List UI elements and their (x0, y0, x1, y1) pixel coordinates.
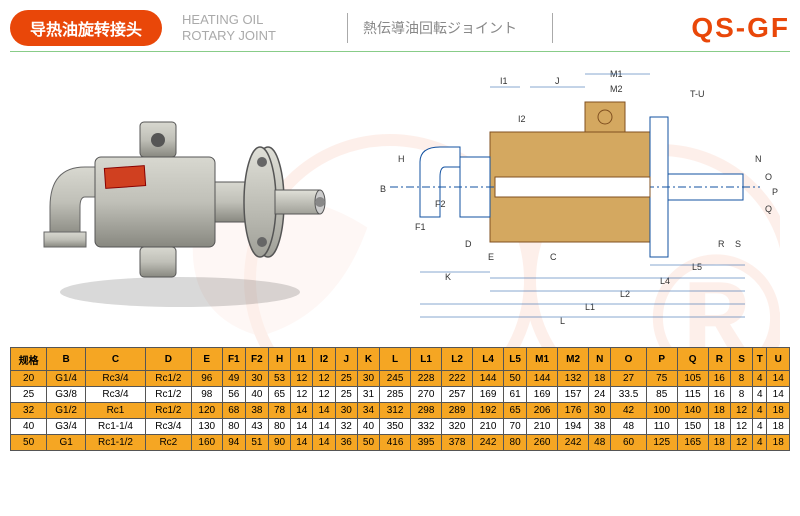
svg-text:D: D (465, 239, 472, 249)
table-row: 25G3/8Rc3/4Rc1/2985640651212253128527025… (11, 387, 790, 403)
technical-diagram: I1 J M1 M2 T-U I2 H B F1 F2 D E N O P Q … (360, 62, 790, 332)
col-header: L (380, 348, 411, 371)
col-header: P (646, 348, 677, 371)
col-header: E (191, 348, 222, 371)
col-header: B (47, 348, 86, 371)
col-header: M2 (558, 348, 589, 371)
svg-text:L4: L4 (660, 276, 670, 286)
svg-text:K: K (445, 272, 451, 282)
table-row: 20G1/4Rc3/4Rc1/2964930531212253024522822… (11, 371, 790, 387)
svg-text:J: J (555, 76, 560, 86)
svg-text:Q: Q (765, 204, 772, 214)
svg-text:M2: M2 (610, 84, 623, 94)
col-header: I2 (313, 348, 335, 371)
col-header: O (611, 348, 646, 371)
svg-text:L1: L1 (585, 302, 595, 312)
svg-text:F1: F1 (415, 222, 426, 232)
model-code: QS-GF (691, 12, 790, 44)
svg-text:C: C (550, 252, 557, 262)
table-row: 40G3/4Rc1-1/4Rc3/41308043801414324035033… (11, 419, 790, 435)
svg-text:T-U: T-U (690, 89, 705, 99)
col-header: M1 (527, 348, 558, 371)
col-header: F1 (222, 348, 245, 371)
svg-text:H: H (398, 154, 405, 164)
col-header: J (335, 348, 357, 371)
col-header: L4 (473, 348, 504, 371)
col-header: S (730, 348, 752, 371)
svg-text:O: O (765, 172, 772, 182)
divider (347, 13, 348, 43)
col-header: C (86, 348, 146, 371)
col-header: 规格 (11, 348, 47, 371)
col-header: I1 (291, 348, 313, 371)
table-row: 32G1/2Rc1Rc1/212068387814143034312298289… (11, 403, 790, 419)
header-bar: 导热油旋转接头 HEATING OIL ROTARY JOINT 熱伝導油回転ジ… (10, 10, 790, 52)
col-header: T (753, 348, 767, 371)
col-header: L2 (442, 348, 473, 371)
col-header: Q (677, 348, 708, 371)
svg-text:R: R (718, 239, 725, 249)
col-header: H (268, 348, 290, 371)
svg-text:B: B (380, 184, 386, 194)
svg-text:L: L (560, 316, 565, 326)
col-header: F2 (245, 348, 268, 371)
svg-text:I1: I1 (500, 76, 508, 86)
svg-text:S: S (735, 239, 741, 249)
title-english: HEATING OIL ROTARY JOINT (182, 12, 312, 43)
table-header-row: 规格BCDEF1F2HI1I2JKLL1L2L4L5M1M2NOPQRSTU (11, 348, 790, 371)
title-japanese: 熱伝導油回転ジョイント (363, 18, 517, 38)
table-row: 50G1Rc1-1/2Rc216094519014143650416395378… (11, 435, 790, 451)
col-header: R (708, 348, 730, 371)
col-header: D (145, 348, 191, 371)
svg-text:L5: L5 (692, 262, 702, 272)
svg-text:L2: L2 (620, 289, 630, 299)
svg-text:I2: I2 (518, 114, 526, 124)
product-badge: 导热油旋转接头 (10, 10, 162, 46)
col-header: L5 (504, 348, 527, 371)
divider (552, 13, 553, 43)
col-header: K (357, 348, 379, 371)
col-header: U (767, 348, 790, 371)
col-header: N (589, 348, 611, 371)
col-header: L1 (411, 348, 442, 371)
spec-table: 规格BCDEF1F2HI1I2JKLL1L2L4L5M1M2NOPQRSTU 2… (10, 347, 790, 451)
svg-text:P: P (772, 187, 778, 197)
svg-text:F2: F2 (435, 199, 446, 209)
svg-text:N: N (755, 154, 762, 164)
product-photo (10, 62, 340, 332)
svg-text:E: E (488, 252, 494, 262)
